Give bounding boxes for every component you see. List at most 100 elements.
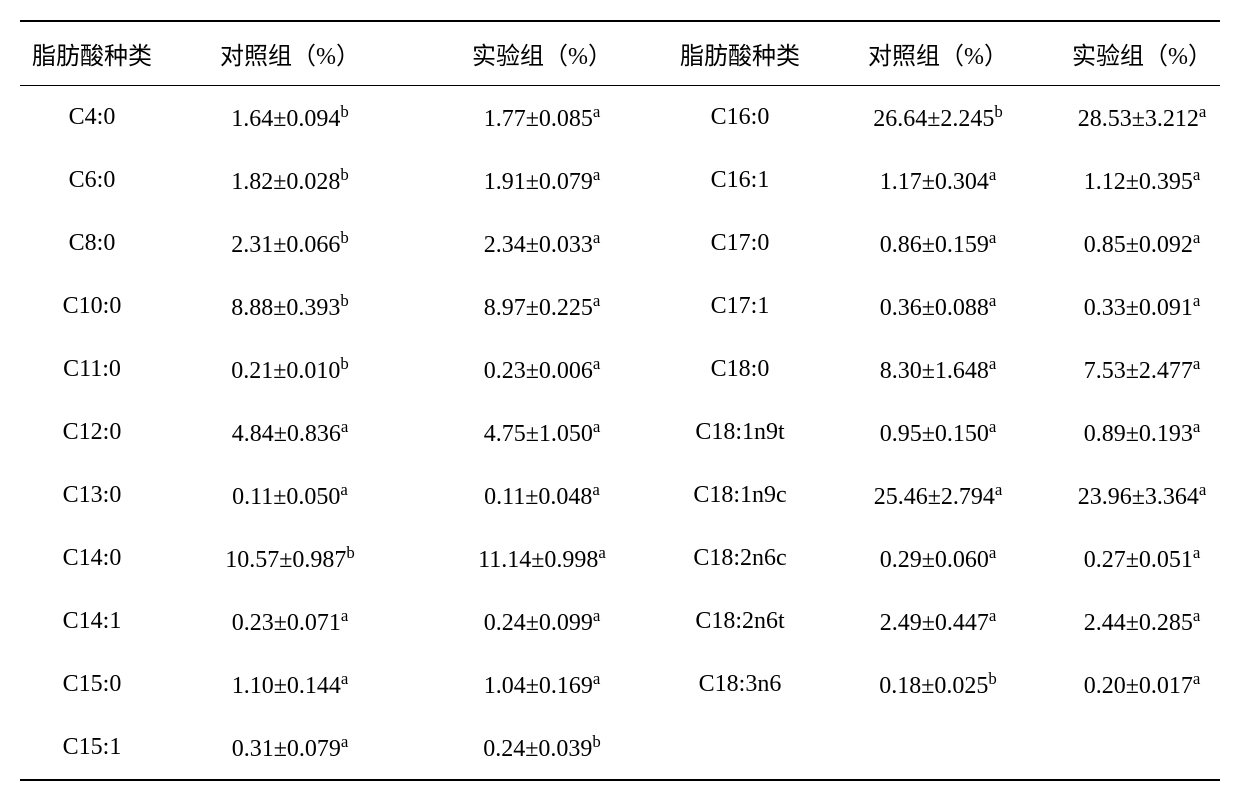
cell-type1: C15:0 [20,653,164,716]
cell-type2: C17:0 [668,212,812,275]
cell-type2: C16:0 [668,86,812,150]
cell-value: 0.18±0.025 [879,673,988,699]
cell-value: 2.49±0.447 [880,610,989,636]
cell-type1: C15:1 [20,716,164,780]
cell-type2 [668,716,812,780]
cell-superscript: a [1199,480,1206,499]
table-row: C10:08.88±0.393b8.97±0.225aC17:10.36±0.0… [20,275,1220,338]
cell-superscript: b [340,354,348,373]
cell-type1: C6:0 [20,149,164,212]
cell-superscript: a [1193,417,1200,436]
cell-superscript: a [341,606,348,625]
cell-superscript: a [1193,606,1200,625]
table-header-row: 脂肪酸种类 对照组（%） 实验组（%） 脂肪酸种类 对照组（%） 实验组（%） [20,21,1220,86]
cell-superscript: a [598,543,605,562]
table-row: C4:01.64±0.094b1.77±0.085aC16:026.64±2.2… [20,86,1220,150]
cell-superscript: a [340,480,347,499]
col-header-type2: 脂肪酸种类 [668,21,812,86]
table-row: C6:01.82±0.028b1.91±0.079aC16:11.17±0.30… [20,149,1220,212]
cell-superscript: a [341,732,348,751]
cell-value: 0.11±0.048 [484,484,592,510]
cell-value: 11.14±0.998 [478,547,598,573]
cell-value: 0.36±0.088 [880,295,989,321]
cell-superscript: a [341,417,348,436]
cell-value: 7.53±2.477 [1084,358,1193,384]
col-header-control2: 对照组（%） [812,21,1064,86]
cell-value: 0.95±0.150 [880,421,989,447]
cell-control1: 0.31±0.079a [164,716,416,780]
cell-value: 0.89±0.193 [1084,421,1193,447]
cell-value: 0.85±0.092 [1084,232,1193,258]
cell-superscript: a [1193,669,1200,688]
cell-exp1: 1.77±0.085a [416,86,668,150]
cell-superscript: a [989,606,996,625]
col-header-type1: 脂肪酸种类 [20,21,164,86]
table-row: C11:00.21±0.010b0.23±0.006aC18:08.30±1.6… [20,338,1220,401]
cell-exp2: 28.53±3.212a [1064,86,1220,150]
cell-superscript: b [340,102,348,121]
col-header-exp2: 实验组（%） [1064,21,1220,86]
cell-type1: C4:0 [20,86,164,150]
table-row: C13:00.11±0.050a0.11±0.048aC18:1n9c25.46… [20,464,1220,527]
cell-type2: C18:0 [668,338,812,401]
cell-control2: 0.95±0.150a [812,401,1064,464]
cell-value: 0.24±0.039 [483,736,592,762]
table-row: C15:10.31±0.079a0.24±0.039b [20,716,1220,780]
cell-control1: 2.31±0.066b [164,212,416,275]
cell-type1: C8:0 [20,212,164,275]
cell-superscript: a [1193,291,1200,310]
cell-control1: 0.11±0.050a [164,464,416,527]
cell-value: 0.31±0.079 [232,736,341,762]
cell-superscript: b [994,102,1002,121]
cell-type2: C18:1n9t [668,401,812,464]
cell-superscript: a [593,669,600,688]
cell-value: 4.84±0.836 [232,421,341,447]
cell-type1: C10:0 [20,275,164,338]
cell-superscript: a [592,480,599,499]
cell-value: 0.24±0.099 [484,610,593,636]
fatty-acid-table: 脂肪酸种类 对照组（%） 实验组（%） 脂肪酸种类 对照组（%） 实验组（%） … [20,20,1220,781]
cell-exp2: 0.85±0.092a [1064,212,1220,275]
data-table: 脂肪酸种类 对照组（%） 实验组（%） 脂肪酸种类 对照组（%） 实验组（%） … [20,20,1220,781]
cell-type2: C18:2n6t [668,590,812,653]
cell-value: 8.30±1.648 [880,358,989,384]
cell-value: 8.97±0.225 [484,295,593,321]
cell-type1: C11:0 [20,338,164,401]
cell-control2: 0.86±0.159a [812,212,1064,275]
cell-exp1: 2.34±0.033a [416,212,668,275]
cell-superscript: a [1193,354,1200,373]
cell-type2: C18:2n6c [668,527,812,590]
cell-control2: 1.17±0.304a [812,149,1064,212]
cell-value: 23.96±3.364 [1078,484,1199,510]
cell-control2: 0.18±0.025b [812,653,1064,716]
table-row: C12:04.84±0.836a4.75±1.050aC18:1n9t0.95±… [20,401,1220,464]
cell-superscript: a [593,606,600,625]
cell-exp1: 11.14±0.998a [416,527,668,590]
cell-value: 0.23±0.071 [232,610,341,636]
cell-superscript: a [1193,165,1200,184]
cell-value: 1.12±0.395 [1084,169,1193,195]
cell-exp2: 0.27±0.051a [1064,527,1220,590]
cell-superscript: b [988,669,996,688]
cell-superscript: a [341,669,348,688]
cell-exp2: 2.44±0.285a [1064,590,1220,653]
cell-exp2: 0.20±0.017a [1064,653,1220,716]
cell-value: 25.46±2.794 [874,484,995,510]
cell-control1: 1.10±0.144a [164,653,416,716]
cell-superscript: a [995,480,1002,499]
cell-superscript: a [1193,543,1200,562]
cell-exp1: 0.24±0.099a [416,590,668,653]
cell-value: 2.44±0.285 [1084,610,1193,636]
cell-value: 0.86±0.159 [880,232,989,258]
col-header-control1: 对照组（%） [164,21,416,86]
cell-exp2: 23.96±3.364a [1064,464,1220,527]
cell-control2: 2.49±0.447a [812,590,1064,653]
cell-superscript: a [989,165,996,184]
cell-superscript: a [989,291,996,310]
cell-superscript: a [593,291,600,310]
cell-control2: 8.30±1.648a [812,338,1064,401]
cell-exp2: 1.12±0.395a [1064,149,1220,212]
cell-superscript: b [340,228,348,247]
table-row: C14:10.23±0.071a0.24±0.099aC18:2n6t2.49±… [20,590,1220,653]
cell-type2: C17:1 [668,275,812,338]
